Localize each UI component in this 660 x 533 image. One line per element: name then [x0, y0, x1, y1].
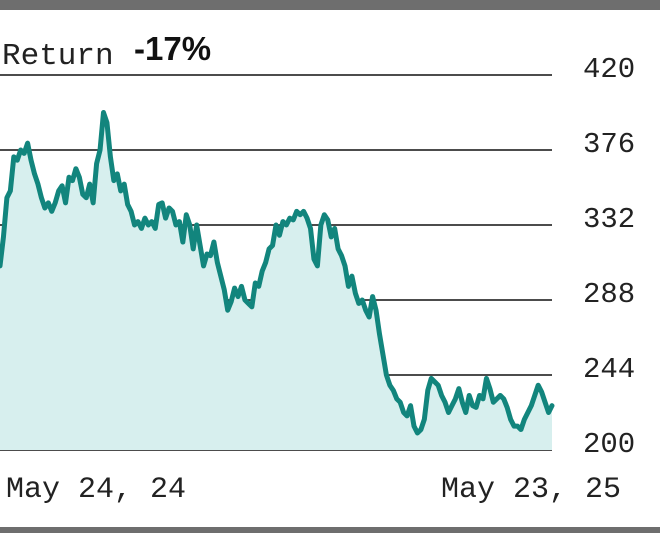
y-tick-label-244: 244 [583, 353, 635, 386]
y-tick-label-420: 420 [583, 53, 635, 86]
y-tick-label-200: 200 [583, 428, 635, 461]
y-tick-label-288: 288 [583, 278, 635, 311]
x-start-label: May 24, 24 [6, 473, 186, 507]
y-tick-labels: 200 244 288 332 376 420 [583, 53, 635, 461]
return-value: -17% [134, 30, 211, 67]
chart-title: Return [2, 39, 114, 74]
y-tick-label-332: 332 [583, 203, 635, 236]
top-band [0, 0, 660, 10]
return-line [0, 110, 555, 436]
x-end-label: May 23, 25 [441, 473, 621, 507]
bottom-band [0, 527, 660, 533]
return-area [0, 112, 552, 450]
y-tick-label-376: 376 [583, 128, 635, 161]
